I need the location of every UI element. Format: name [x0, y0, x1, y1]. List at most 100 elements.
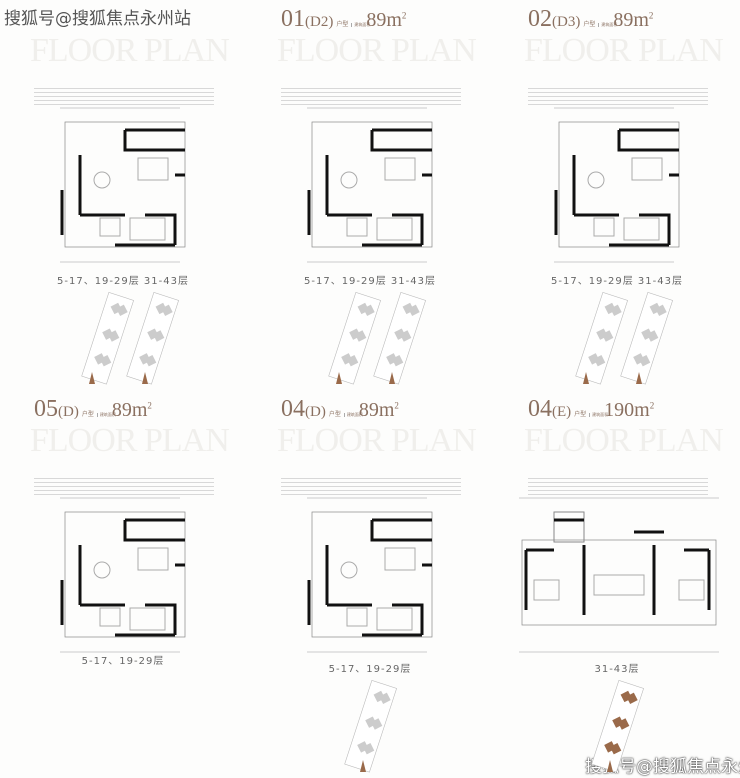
unit-panel: 05 (D) 户型 建筑面积 89m2 FLOOR PLAN 5-17、19-29…	[0, 390, 246, 778]
building-marker	[394, 328, 412, 342]
feature-list	[528, 458, 698, 466]
unit-code: 04	[528, 396, 552, 422]
floor-plan-heading: FLOOR PLAN	[277, 422, 477, 459]
building-marker	[365, 716, 383, 730]
building-marker	[110, 302, 128, 317]
walls	[60, 518, 185, 637]
dining-table	[346, 217, 368, 237]
unit-area: 89m2	[366, 9, 407, 31]
north-arrow-icon	[336, 372, 342, 384]
unit-code: 04	[281, 396, 305, 422]
unit-label: 户型	[81, 412, 94, 418]
north-arrow-icon	[89, 372, 95, 384]
bed	[384, 157, 416, 181]
bed	[384, 547, 416, 571]
watermark-top: 搜狐号@搜狐焦点永州站	[4, 9, 191, 29]
outline	[64, 121, 186, 248]
watermark-bottom: 搜狐号@搜狐焦点永州站	[585, 757, 740, 777]
description-text	[34, 478, 214, 496]
unit-label: 户型	[583, 22, 596, 28]
dining-table	[99, 217, 121, 237]
dining-table	[99, 607, 121, 627]
unit-title: 05 (D) 户型 建筑面积 89m2	[34, 396, 152, 423]
building-marker	[402, 302, 420, 317]
outline	[311, 121, 433, 248]
outline	[311, 511, 433, 638]
site-plan-diagram	[575, 292, 628, 385]
unit-panel: 02 (D3) 户型 建筑面积 89m2 FLOOR PLAN 5-17、19-2…	[494, 0, 740, 389]
unit-panel: FLOOR PLAN 5-17、19-29层 31-43层	[0, 0, 246, 389]
description-text	[34, 88, 214, 106]
building-marker	[588, 353, 606, 367]
bed	[678, 579, 705, 601]
bed	[137, 157, 169, 181]
building-marker	[604, 741, 622, 755]
building-marker	[341, 353, 359, 367]
site-plan-diagram	[328, 292, 381, 385]
unit-label: 户型	[336, 22, 349, 28]
site-plan-diagram	[373, 292, 426, 385]
walls	[524, 518, 711, 615]
unit-code: 02	[528, 6, 552, 32]
bed	[631, 157, 663, 181]
unit-title: 04 (D) 户型 建筑面积 89m2	[281, 396, 399, 423]
walls	[554, 128, 679, 247]
feature-list	[528, 68, 698, 76]
building-marker	[155, 302, 173, 317]
unit-variant: (D3)	[552, 14, 581, 30]
description-text	[528, 478, 708, 496]
unit-title: 04 (E) 户型 建筑面积 190m2	[528, 396, 654, 423]
floor-plan-drawing	[60, 107, 186, 263]
north-arrow-icon	[607, 760, 613, 772]
kitchen	[553, 511, 585, 543]
north-arrow-icon	[636, 372, 642, 384]
door-swing	[93, 561, 111, 579]
door-swing	[340, 171, 358, 189]
walls	[307, 128, 432, 247]
floor-plan-drawing	[554, 107, 680, 263]
building-marker	[612, 716, 630, 730]
building-marker	[373, 690, 391, 705]
building-marker	[94, 353, 112, 367]
building-marker	[357, 741, 375, 755]
outline	[558, 121, 680, 248]
building-marker	[604, 302, 622, 317]
unit-label: 户型	[328, 412, 341, 418]
unit-code: 01	[281, 6, 305, 32]
floor-plan-heading: FLOOR PLAN	[30, 32, 230, 69]
site-plan-diagram	[344, 680, 397, 773]
building-marker	[386, 353, 404, 367]
unit-title: 02 (D3) 户型 建筑面积 89m2	[528, 6, 653, 33]
feature-list	[34, 458, 204, 466]
walls	[60, 128, 185, 247]
description-text	[281, 88, 461, 106]
area-label: 建筑面积	[598, 23, 617, 27]
floor-range: 31-43层	[594, 664, 640, 675]
building-marker	[596, 328, 614, 342]
unit-area: 89m2	[613, 9, 654, 31]
building-marker	[620, 690, 638, 705]
north-arrow-icon	[142, 372, 148, 384]
building-marker	[349, 328, 367, 342]
sofa	[129, 607, 166, 631]
floor-plan-drawing	[60, 497, 186, 653]
unit-area: 89m2	[111, 399, 152, 421]
north-arrow-icon	[583, 372, 589, 384]
building-marker	[147, 328, 165, 342]
site-plan-diagram	[620, 292, 673, 385]
unit-title: 01 (D2) 户型 建筑面积 89m2	[281, 6, 406, 33]
north-arrow-icon	[389, 372, 395, 384]
feature-list	[34, 68, 204, 76]
area-label: 建筑面积	[351, 23, 370, 27]
floor-range: 5-17、19-29层 31-43层	[304, 276, 436, 287]
floor-range: 5-17、19-29层	[81, 656, 165, 667]
bed	[137, 547, 169, 571]
description-text	[528, 88, 708, 106]
unit-code: 05	[34, 396, 58, 422]
unit-area: 190m2	[604, 399, 655, 421]
north-arrow-icon	[360, 760, 366, 772]
feature-list	[281, 458, 451, 466]
outline	[521, 539, 717, 626]
floor-range: 5-17、19-29层 31-43层	[551, 276, 683, 287]
